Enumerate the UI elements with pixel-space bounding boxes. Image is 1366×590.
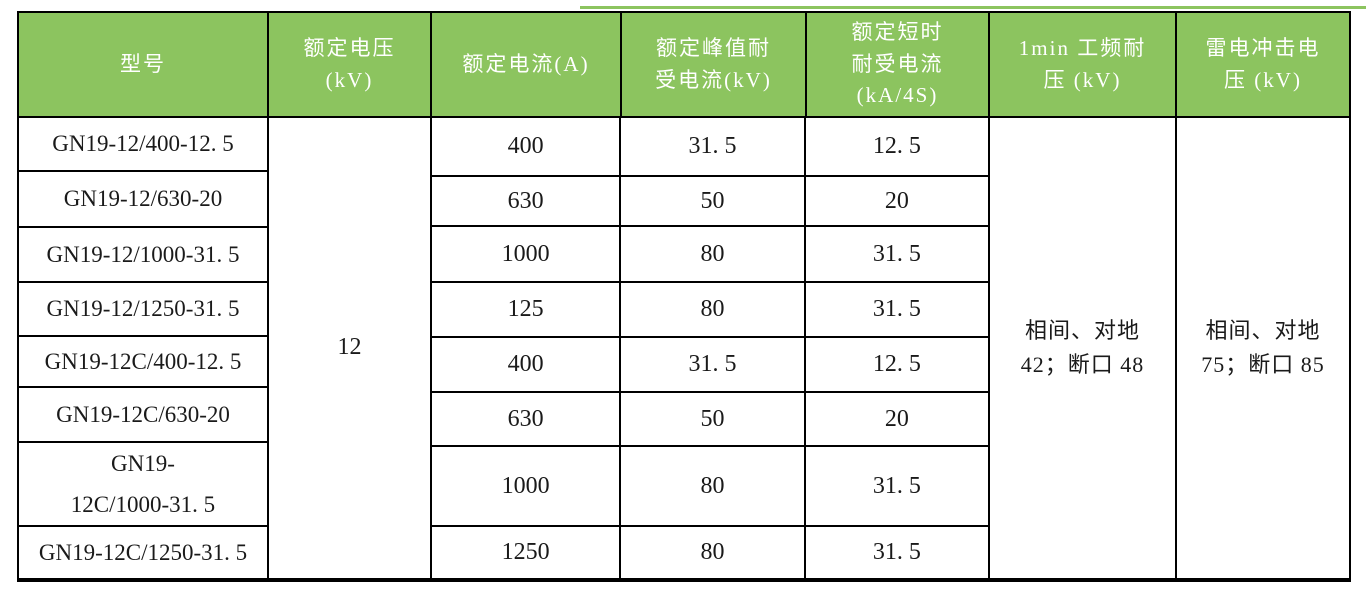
header-model: 型号 bbox=[19, 13, 269, 116]
model-column: GN19-12/400-12. 5 GN19-12/630-20 GN19-12… bbox=[19, 118, 269, 578]
model-cell: GN19-12/1000-31. 5 bbox=[19, 228, 267, 283]
rated-voltage-cell: 12 bbox=[337, 334, 362, 361]
table-row: 630 50 20 bbox=[432, 177, 988, 227]
short-cell: 20 bbox=[884, 187, 909, 214]
current-cell: 400 bbox=[432, 118, 622, 175]
table-row: 630 50 20 bbox=[432, 393, 988, 447]
short-cell: 31. 5 bbox=[872, 296, 921, 322]
peak-cell: 50 bbox=[621, 177, 806, 225]
short-cell: 12. 5 bbox=[872, 133, 921, 159]
peak-cell: 50 bbox=[621, 393, 806, 445]
short-cell: 31. 5 bbox=[872, 539, 921, 565]
model-cell: GN19-12C/630-20 bbox=[19, 388, 267, 443]
table-row: 125 80 31. 5 bbox=[432, 283, 988, 338]
model-cell: GN19-12C/400-12. 5 bbox=[19, 337, 267, 388]
table-row: 1000 80 31. 5 bbox=[432, 227, 988, 283]
current-cell: 125 bbox=[432, 283, 622, 336]
header-peak-withstand: 额定峰值耐 受电流(kV) bbox=[622, 13, 807, 116]
header-lightning: 雷电冲击电 压 (kV) bbox=[1177, 13, 1349, 116]
current-cell: 1250 bbox=[432, 527, 622, 578]
table-row: 1250 80 31. 5 bbox=[432, 527, 988, 578]
current-cell: 630 bbox=[432, 177, 622, 225]
power-freq-cell: 相间、对地 42；断口 48 bbox=[1020, 317, 1145, 377]
rated-voltage-column: 12 bbox=[269, 118, 432, 578]
peak-cell: 80 bbox=[621, 283, 806, 336]
lightning-column: 相间、对地 75；断口 85 bbox=[1177, 118, 1349, 578]
top-accent-rule bbox=[580, 6, 1366, 9]
current-cell: 1000 bbox=[432, 447, 622, 525]
spec-table: 型号 额定电压 (kV) 额定电流(A) 额定峰值耐 受电流(kV) 额定短时 … bbox=[17, 11, 1351, 582]
model-cell: GN19- 12C/1000-31. 5 bbox=[19, 443, 267, 527]
short-cell: 31. 5 bbox=[872, 472, 921, 499]
short-cell: 12. 5 bbox=[872, 351, 921, 377]
current-cell: 630 bbox=[432, 393, 622, 445]
table-body: GN19-12/400-12. 5 GN19-12/630-20 GN19-12… bbox=[19, 118, 1349, 578]
numeric-columns: 400 31. 5 12. 5 630 50 20 1000 80 31. 5 … bbox=[432, 118, 990, 578]
header-rated-voltage: 额定电压 (kV) bbox=[269, 13, 432, 116]
header-power-freq: 1min 工频耐 压 (kV) bbox=[990, 13, 1177, 116]
power-freq-column: 相间、对地 42；断口 48 bbox=[990, 118, 1177, 578]
short-cell: 20 bbox=[884, 405, 909, 432]
peak-cell: 80 bbox=[621, 527, 806, 578]
model-cell: GN19-12/630-20 bbox=[19, 172, 267, 228]
current-cell: 400 bbox=[432, 338, 622, 391]
model-cell: GN19-12/1250-31. 5 bbox=[19, 283, 267, 337]
short-cell: 31. 5 bbox=[872, 240, 921, 267]
table-row: 400 31. 5 12. 5 bbox=[432, 118, 988, 177]
model-cell: GN19-12C/1250-31. 5 bbox=[38, 539, 248, 565]
table-row: 1000 80 31. 5 bbox=[432, 447, 988, 527]
peak-cell: 80 bbox=[621, 447, 806, 525]
current-cell: 1000 bbox=[432, 227, 622, 281]
peak-cell: 80 bbox=[621, 227, 806, 281]
header-short-time: 额定短时 耐受电流 (kA/4S) bbox=[807, 13, 990, 116]
table-header-row: 型号 额定电压 (kV) 额定电流(A) 额定峰值耐 受电流(kV) 额定短时 … bbox=[19, 13, 1349, 118]
model-cell: GN19-12/400-12. 5 bbox=[19, 118, 267, 172]
table-row: 400 31. 5 12. 5 bbox=[432, 338, 988, 393]
peak-cell: 31. 5 bbox=[621, 338, 806, 391]
peak-cell: 31. 5 bbox=[621, 118, 806, 175]
lightning-cell: 相间、对地 75；断口 85 bbox=[1201, 317, 1325, 377]
header-rated-current: 额定电流(A) bbox=[432, 13, 622, 116]
